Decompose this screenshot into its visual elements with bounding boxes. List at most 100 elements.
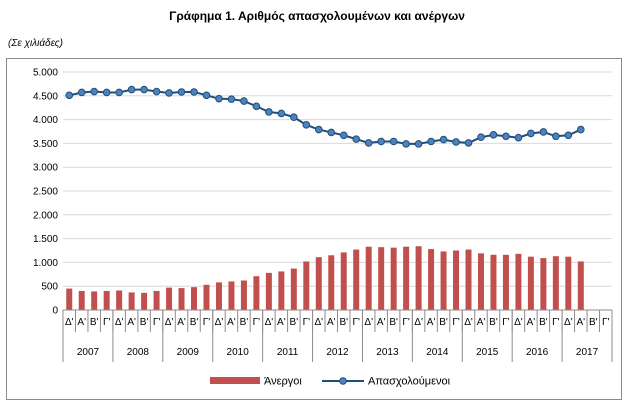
bar xyxy=(215,282,222,310)
data-point xyxy=(527,129,535,138)
bar xyxy=(453,250,460,310)
bar xyxy=(240,280,247,310)
y-tick-label: 4.500 xyxy=(33,91,58,102)
data-point xyxy=(427,137,435,146)
quarter-label: Α' xyxy=(377,317,386,328)
bar xyxy=(552,256,559,310)
quarter-label: Γ' xyxy=(103,317,111,328)
quarter-label: Α' xyxy=(277,317,286,328)
bar xyxy=(328,255,335,310)
quarter-label: Δ' xyxy=(414,317,423,328)
quarter-label: Γ' xyxy=(602,317,610,328)
year-label: 2010 xyxy=(227,347,250,358)
quarter-label: Β' xyxy=(339,317,348,328)
y-tick-label: 2.500 xyxy=(33,187,58,198)
data-point xyxy=(352,135,361,143)
quarter-label: Β' xyxy=(90,317,99,328)
y-tick-label: 5.000 xyxy=(33,68,58,79)
data-point xyxy=(452,138,460,146)
legend-label-unemployed: Άνεργοι xyxy=(264,376,302,388)
quarter-label: Β' xyxy=(290,317,299,328)
gridlines xyxy=(63,71,612,287)
bar xyxy=(91,291,98,310)
data-point xyxy=(477,133,485,142)
year-label: 2012 xyxy=(326,347,349,358)
bar xyxy=(440,251,447,310)
bar xyxy=(490,254,497,310)
quarter-label: Β' xyxy=(389,317,398,328)
quarter-label: Γ' xyxy=(253,317,261,328)
data-point xyxy=(140,85,148,94)
quarter-label: Β' xyxy=(240,317,249,328)
quarter-label: Α' xyxy=(577,317,586,328)
quarter-label: Γ' xyxy=(153,317,161,328)
quarter-label: Γ' xyxy=(303,317,311,328)
bar-series xyxy=(66,246,584,310)
bar xyxy=(515,253,522,310)
data-point xyxy=(240,97,248,105)
year-label: 2008 xyxy=(127,347,150,358)
quarter-label: Δ' xyxy=(314,317,323,328)
quarter-label: Β' xyxy=(140,317,149,328)
quarter-label: Δ' xyxy=(115,317,124,328)
bar xyxy=(527,256,534,310)
bar xyxy=(278,271,285,310)
data-point xyxy=(65,91,74,100)
quarter-label: Α' xyxy=(177,317,186,328)
year-label: 2013 xyxy=(376,347,399,358)
bar xyxy=(378,247,385,310)
bar xyxy=(390,247,397,310)
legend-marker-employed xyxy=(339,377,347,385)
quarter-label: Γ' xyxy=(353,317,361,328)
bar xyxy=(253,276,260,310)
quarter-label: Γ' xyxy=(402,317,410,328)
data-point xyxy=(577,125,585,134)
data-point xyxy=(152,87,161,96)
data-point xyxy=(539,128,548,136)
bar xyxy=(290,268,297,310)
bar xyxy=(141,292,148,310)
data-point xyxy=(115,88,123,97)
bar xyxy=(403,246,410,310)
legend-label-employed: Απασχολούμενοι xyxy=(368,376,451,388)
y-tick-label: 1.500 xyxy=(33,234,58,245)
quarter-label: Δ' xyxy=(514,317,523,328)
year-label: 2014 xyxy=(426,347,449,358)
quarter-label: Α' xyxy=(227,317,236,328)
data-point xyxy=(364,139,373,147)
data-point xyxy=(277,109,286,118)
year-label: 2007 xyxy=(77,347,100,358)
data-point xyxy=(90,87,98,96)
quarter-label: Β' xyxy=(589,317,598,328)
data-point xyxy=(314,125,323,134)
bar xyxy=(178,288,185,310)
data-point xyxy=(414,140,423,148)
bar xyxy=(465,249,472,310)
y-tick-label: 500 xyxy=(41,282,58,293)
data-point xyxy=(265,108,273,116)
bar xyxy=(315,257,322,310)
units-note: (Σε χιλιάδες) xyxy=(8,38,63,49)
bar xyxy=(128,292,135,310)
line-series xyxy=(65,85,585,148)
data-point xyxy=(202,91,211,100)
data-point xyxy=(514,133,523,142)
year-label: 2015 xyxy=(476,347,499,358)
quarter-label: Δ' xyxy=(364,317,373,328)
bar xyxy=(502,254,509,310)
bar xyxy=(365,246,372,310)
axes: 0 500 1.000 1.500 2.000 2.500 3.000 3.500 4.000 4… xyxy=(33,68,613,362)
bar xyxy=(477,253,484,310)
y-tick-label: 3.500 xyxy=(33,139,58,150)
legend-swatch-unemployed xyxy=(210,377,260,384)
data-point xyxy=(102,88,111,97)
data-point xyxy=(177,88,186,96)
quarter-label: Β' xyxy=(539,317,548,328)
data-point xyxy=(327,128,336,137)
bar xyxy=(577,261,584,310)
quarter-label: Α' xyxy=(427,317,436,328)
bar xyxy=(78,290,85,310)
data-point xyxy=(489,131,498,139)
quarter-label: Α' xyxy=(477,317,486,328)
bar xyxy=(166,287,173,310)
